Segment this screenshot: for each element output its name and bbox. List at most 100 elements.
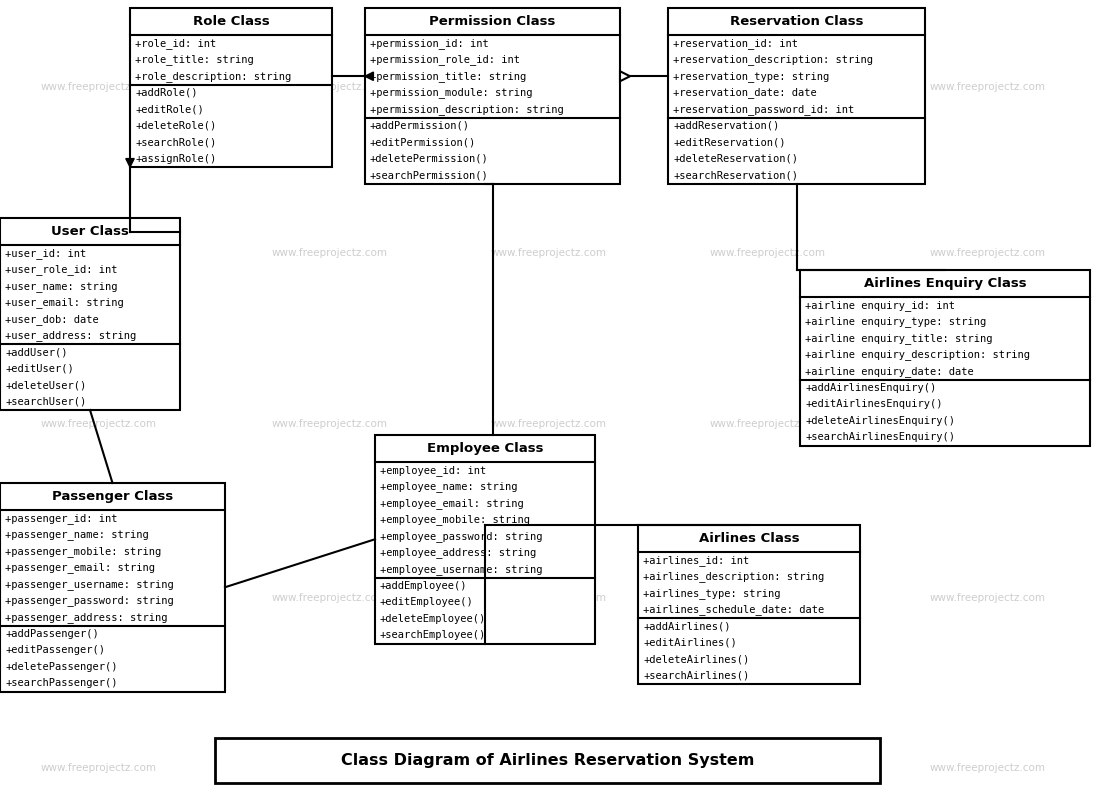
Text: +role_id: int: +role_id: int	[135, 38, 216, 48]
Text: +permission_role_id: int: +permission_role_id: int	[370, 55, 520, 65]
Text: +addPermission(): +addPermission()	[370, 120, 470, 131]
Text: www.freeprojectz.com: www.freeprojectz.com	[41, 82, 157, 92]
Text: +passenger_mobile: string: +passenger_mobile: string	[5, 546, 161, 557]
Text: +airline enquiry_date: date: +airline enquiry_date: date	[805, 366, 974, 377]
Text: +addAirlines(): +addAirlines()	[643, 621, 731, 631]
Text: +searchPermission(): +searchPermission()	[370, 170, 489, 181]
Text: www.freeprojectz.com: www.freeprojectz.com	[490, 82, 607, 92]
Text: www.freeprojectz.com: www.freeprojectz.com	[929, 82, 1045, 92]
Text: +airline enquiry_description: string: +airline enquiry_description: string	[805, 349, 1030, 360]
Text: www.freeprojectz.com: www.freeprojectz.com	[710, 249, 826, 258]
Text: +reservation_date: date: +reservation_date: date	[672, 87, 817, 98]
Polygon shape	[620, 71, 630, 82]
Text: +employee_email: string: +employee_email: string	[380, 498, 523, 508]
Text: +user_id: int: +user_id: int	[5, 248, 87, 259]
Text: Class Diagram of Airlines Reservation System: Class Diagram of Airlines Reservation Sy…	[341, 753, 755, 768]
Text: +user_address: string: +user_address: string	[5, 330, 136, 341]
Text: www.freeprojectz.com: www.freeprojectz.com	[710, 82, 826, 92]
Text: +employee_address: string: +employee_address: string	[380, 547, 536, 558]
Text: Airlines Enquiry Class: Airlines Enquiry Class	[863, 277, 1027, 290]
Text: +passenger_address: string: +passenger_address: string	[5, 611, 168, 623]
Text: www.freeprojectz.com: www.freeprojectz.com	[710, 593, 826, 603]
Text: +passenger_username: string: +passenger_username: string	[5, 579, 173, 590]
Text: +reservation_description: string: +reservation_description: string	[672, 55, 873, 65]
Text: www.freeprojectz.com: www.freeprojectz.com	[929, 763, 1045, 773]
Text: +deleteRole(): +deleteRole()	[135, 120, 216, 131]
Text: +passenger_email: string: +passenger_email: string	[5, 562, 155, 573]
Text: +editPermission(): +editPermission()	[370, 137, 476, 147]
Text: +editReservation(): +editReservation()	[672, 137, 785, 147]
Text: +addReservation(): +addReservation()	[672, 120, 779, 131]
Text: +reservation_type: string: +reservation_type: string	[672, 70, 829, 82]
Text: www.freeprojectz.com: www.freeprojectz.com	[271, 593, 387, 603]
Text: +airline enquiry_type: string: +airline enquiry_type: string	[805, 316, 986, 327]
Text: www.freeprojectz.com: www.freeprojectz.com	[490, 593, 607, 603]
Text: www.freeprojectz.com: www.freeprojectz.com	[41, 249, 157, 258]
Bar	[365, 8, 620, 184]
Text: +permission_id: int: +permission_id: int	[370, 38, 489, 48]
Text: +deleteAirlines(): +deleteAirlines()	[643, 654, 749, 664]
Text: Employee Class: Employee Class	[427, 442, 543, 455]
Bar	[0, 483, 225, 691]
Text: www.freeprojectz.com: www.freeprojectz.com	[41, 763, 157, 773]
Text: +user_role_id: int: +user_role_id: int	[5, 265, 117, 275]
Text: +airline enquiry_title: string: +airline enquiry_title: string	[805, 333, 993, 344]
Text: +deleteUser(): +deleteUser()	[5, 380, 87, 390]
Text: +deletePassenger(): +deletePassenger()	[5, 662, 117, 672]
Text: +editUser(): +editUser()	[5, 364, 73, 374]
Text: +employee_id: int: +employee_id: int	[380, 465, 486, 476]
Text: +airlines_type: string: +airlines_type: string	[643, 588, 780, 599]
Text: Reservation Class: Reservation Class	[730, 15, 863, 28]
Text: +addRole(): +addRole()	[135, 88, 197, 97]
Text: www.freeprojectz.com: www.freeprojectz.com	[710, 419, 826, 428]
Text: +addAirlinesEnquiry(): +addAirlinesEnquiry()	[805, 383, 936, 393]
Text: +employee_password: string: +employee_password: string	[380, 531, 543, 542]
Text: www.freeprojectz.com: www.freeprojectz.com	[271, 82, 387, 92]
Text: +assignRole(): +assignRole()	[135, 154, 216, 164]
Text: www.freeprojectz.com: www.freeprojectz.com	[271, 763, 387, 773]
Text: +addEmployee(): +addEmployee()	[380, 581, 467, 591]
Bar	[668, 8, 925, 184]
Text: +reservation_id: int: +reservation_id: int	[672, 38, 798, 48]
Text: www.freeprojectz.com: www.freeprojectz.com	[490, 249, 607, 258]
Text: +permission_description: string: +permission_description: string	[370, 104, 564, 115]
Text: +employee_name: string: +employee_name: string	[380, 482, 518, 492]
Text: +addPassenger(): +addPassenger()	[5, 629, 99, 639]
Text: www.freeprojectz.com: www.freeprojectz.com	[929, 419, 1045, 428]
Text: +passenger_id: int: +passenger_id: int	[5, 512, 117, 524]
Text: +deleteEmployee(): +deleteEmployee()	[380, 614, 486, 624]
Polygon shape	[365, 72, 373, 81]
Text: +editEmployee(): +editEmployee()	[380, 597, 474, 607]
Text: www.freeprojectz.com: www.freeprojectz.com	[490, 419, 607, 428]
Text: www.freeprojectz.com: www.freeprojectz.com	[271, 249, 387, 258]
Text: www.freeprojectz.com: www.freeprojectz.com	[41, 419, 157, 428]
Text: +searchAirlines(): +searchAirlines()	[643, 671, 749, 681]
Text: +editPassenger(): +editPassenger()	[5, 645, 105, 655]
Text: +editAirlinesEnquiry(): +editAirlinesEnquiry()	[805, 399, 942, 409]
Text: User Class: User Class	[52, 225, 129, 238]
Text: +searchAirlinesEnquiry(): +searchAirlinesEnquiry()	[805, 432, 955, 442]
Text: +addUser(): +addUser()	[5, 347, 68, 357]
Bar	[215, 738, 880, 783]
Text: +searchEmployee(): +searchEmployee()	[380, 630, 486, 640]
Bar	[800, 270, 1090, 445]
Text: www.freeprojectz.com: www.freeprojectz.com	[490, 763, 607, 773]
Text: +user_email: string: +user_email: string	[5, 297, 124, 308]
Text: www.freeprojectz.com: www.freeprojectz.com	[271, 419, 387, 428]
Text: +employee_username: string: +employee_username: string	[380, 564, 543, 575]
Text: www.freeprojectz.com: www.freeprojectz.com	[710, 763, 826, 773]
Text: +airlines_id: int: +airlines_id: int	[643, 555, 749, 565]
Text: +permission_module: string: +permission_module: string	[370, 87, 532, 98]
Text: Passenger Class: Passenger Class	[52, 490, 173, 503]
Text: Airlines Class: Airlines Class	[699, 532, 800, 545]
Text: +editRole(): +editRole()	[135, 105, 204, 114]
Text: +permission_title: string: +permission_title: string	[370, 70, 527, 82]
Text: +searchReservation(): +searchReservation()	[672, 170, 798, 181]
Text: Role Class: Role Class	[193, 15, 270, 28]
Text: +searchUser(): +searchUser()	[5, 397, 87, 407]
Text: Permission Class: Permission Class	[429, 15, 556, 28]
Text: +user_name: string: +user_name: string	[5, 281, 117, 291]
Text: +reservation_password_id: int: +reservation_password_id: int	[672, 104, 855, 115]
Text: +searchPassenger(): +searchPassenger()	[5, 678, 117, 688]
Text: www.freeprojectz.com: www.freeprojectz.com	[929, 593, 1045, 603]
